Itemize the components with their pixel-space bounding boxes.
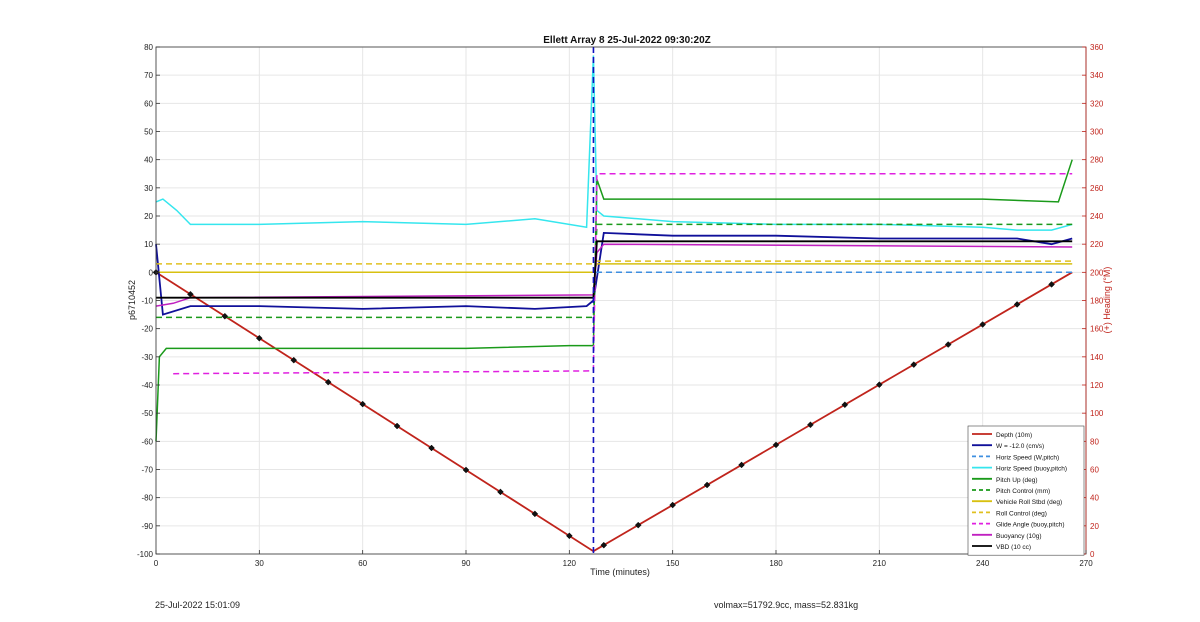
- depth-marker: [497, 488, 504, 496]
- y-tick-label: -40: [141, 381, 153, 390]
- x-axis-label: Time (minutes): [590, 567, 650, 577]
- y2-tick-label: 260: [1090, 184, 1104, 193]
- y2-tick-label: 140: [1090, 353, 1104, 362]
- depth-marker: [944, 341, 952, 348]
- y-tick-label: -80: [141, 494, 153, 503]
- y-tick-label: 40: [144, 156, 153, 165]
- x-tick-label: 90: [462, 559, 471, 568]
- depth-marker: [738, 461, 745, 469]
- y-tick-label: 60: [144, 99, 153, 108]
- depth-marker: [875, 381, 883, 389]
- x-tick-label: 120: [563, 559, 577, 568]
- y2-tick-label: 80: [1090, 437, 1099, 446]
- series-line-3: [155, 55, 1073, 231]
- y-tick-label: 50: [144, 128, 153, 137]
- y2-tick-label: 280: [1090, 156, 1104, 165]
- depth-marker: [1048, 281, 1055, 288]
- y2-tick-label: 20: [1090, 522, 1099, 531]
- legend-label: Pitch Up (deg): [996, 477, 1038, 484]
- depth-marker: [807, 421, 814, 429]
- legend-label: Roll Control (deg): [996, 510, 1047, 517]
- depth-marker: [565, 532, 573, 540]
- y-tick-label: -70: [141, 466, 153, 475]
- legend-label: Depth (10m): [996, 432, 1032, 439]
- depth-marker: [910, 361, 918, 368]
- y2-tick-label: 120: [1090, 381, 1104, 390]
- y2-tick-label: 60: [1090, 466, 1099, 475]
- x-tick-label: 180: [769, 559, 783, 568]
- depth-marker: [428, 444, 435, 452]
- series-line-10: [156, 240, 1073, 299]
- y-tick-label: -30: [141, 353, 153, 362]
- depth-marker: [187, 290, 194, 298]
- x-tick-label: 270: [1079, 559, 1093, 568]
- x-tick-label: 60: [358, 559, 367, 568]
- y2-tick-label: 340: [1090, 71, 1104, 80]
- depth-marker: [462, 466, 470, 474]
- y-tick-label: -50: [141, 409, 153, 418]
- plot-series: [152, 47, 1073, 554]
- footer-vehicle-info: volmax=51792.9cc, mass=52.831kg: [714, 600, 859, 610]
- legend-label: Pitch Control (mm): [996, 488, 1050, 495]
- y2-tick-label: 320: [1090, 99, 1104, 108]
- legend-label: Horiz Speed (buoy,pitch): [996, 466, 1067, 473]
- depth-marker: [669, 501, 677, 509]
- y-tick-label: -20: [141, 325, 153, 334]
- depth-marker: [359, 400, 367, 408]
- legend-label: Horiz Speed (W,pitch): [996, 454, 1059, 461]
- depth-marker: [290, 356, 298, 364]
- depth-marker: [221, 312, 229, 320]
- y-tick-label: 0: [149, 268, 154, 277]
- y-tick-label: -100: [137, 550, 154, 559]
- y-axis-label: p6710452: [127, 280, 137, 320]
- y-tick-label: -90: [141, 522, 153, 531]
- y2-tick-label: 300: [1090, 128, 1104, 137]
- chart-title: Ellett Array 8 25-Jul-2022 09:30:20Z: [543, 35, 711, 46]
- legend: Depth (10m) W = -12.0 (cm/s) Horiz Speed (…: [967, 425, 1085, 556]
- y2-tick-label: 100: [1090, 409, 1104, 418]
- y2-tick-label: 160: [1090, 325, 1104, 334]
- y-tick-label: 30: [144, 184, 153, 193]
- footer-timestamp: 25-Jul-2022 15:01:09: [155, 600, 241, 610]
- depth-marker: [979, 321, 987, 328]
- y2-tick-label: 240: [1090, 212, 1104, 221]
- y-tick-label: -60: [141, 437, 153, 446]
- x-tick-label: 150: [666, 559, 680, 568]
- legend-label: Glide Angle (buoy,pitch): [996, 522, 1065, 529]
- depth-marker: [393, 422, 401, 430]
- y2-axis-label: (+) Heading (°M): [1102, 267, 1112, 334]
- x-tick-label: 30: [255, 559, 264, 568]
- depth-marker: [1013, 301, 1021, 308]
- depth-marker: [772, 441, 780, 449]
- depth-marker: [600, 541, 608, 549]
- x-tick-label: 240: [976, 559, 990, 568]
- y2-tick-label: 0: [1090, 550, 1095, 559]
- y2-tick-label: 220: [1090, 240, 1104, 249]
- depth-marker: [634, 521, 642, 529]
- y-tick-label: 70: [144, 71, 153, 80]
- series-line-8: [173, 173, 1073, 375]
- y2-tick-label: 360: [1090, 43, 1104, 52]
- y-tick-label: 20: [144, 212, 153, 221]
- y-tick-label: 10: [144, 240, 153, 249]
- y-tick-label: -10: [141, 297, 153, 306]
- legend-label: VBD (10 cc): [996, 544, 1031, 551]
- x-tick-label: 210: [873, 559, 887, 568]
- legend-label: Buoyancy (10g): [996, 533, 1042, 540]
- y2-tick-label: 40: [1090, 494, 1099, 503]
- depth-marker: [255, 334, 263, 342]
- x-tick-label: 0: [154, 559, 159, 568]
- depth-marker: [324, 378, 332, 386]
- depth-marker: [531, 510, 539, 518]
- y-tick-label: 80: [144, 43, 153, 52]
- axes: 0 30 60 90 120 150 180 210 240 270-100-90-80-70-6…: [137, 43, 1104, 568]
- legend-label: Vehicle Roll Stbd (deg): [996, 499, 1062, 506]
- legend-label: W = -12.0 (cm/s): [996, 443, 1044, 450]
- depth-marker: [841, 401, 849, 409]
- y2-tick-label: 180: [1090, 297, 1104, 306]
- depth-marker: [703, 481, 711, 489]
- y2-tick-label: 200: [1090, 268, 1104, 277]
